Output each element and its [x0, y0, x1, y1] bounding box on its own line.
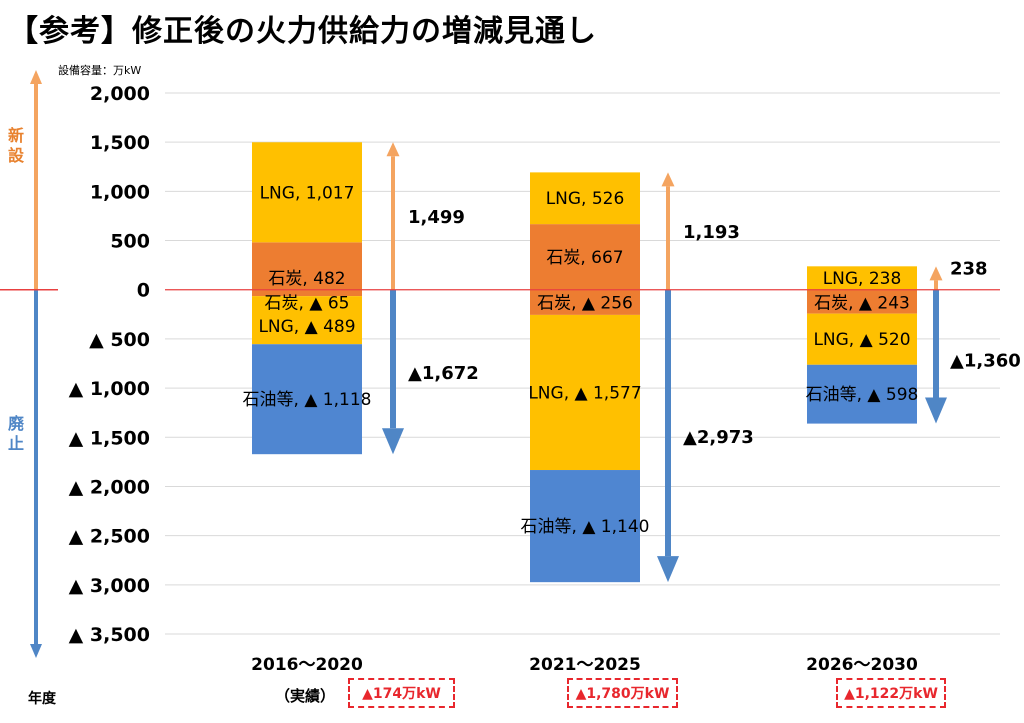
bar-segment-coal	[530, 224, 640, 290]
bar-segment-lng	[807, 313, 917, 365]
bar-segment-oil	[807, 364, 917, 424]
segment-label: LNG, 238	[823, 269, 902, 289]
new-axis-arrow-head	[30, 70, 42, 84]
category-label: 2026～2030	[806, 655, 918, 675]
retired-total-arrow-shaft	[390, 289, 396, 429]
new-total-label: 1,193	[683, 222, 740, 243]
retired-total-label: ▲1,360	[950, 351, 1021, 372]
bar-segment-oil	[530, 470, 640, 583]
y-tick-label: 1,500	[90, 132, 150, 154]
retire-axis-arrow-shaft	[34, 289, 38, 644]
retired-total-arrow-shaft	[665, 289, 671, 557]
new-total-arrow-shaft	[666, 186, 670, 290]
new-total-arrow-head	[661, 172, 675, 187]
retired-total-arrow-head	[657, 556, 679, 583]
bar-segment-lng	[807, 266, 917, 290]
net-change-badge: ▲1,780万kW	[567, 678, 678, 708]
new-total-label: 238	[950, 258, 988, 279]
year-axis-label: 年度	[28, 691, 56, 707]
y-tick-label: ▲ 1,000	[69, 378, 150, 400]
new-total-arrow-shaft	[391, 156, 395, 290]
category-sublabel: （実績）	[275, 687, 335, 705]
y-tick-label: ▲ 500	[89, 329, 150, 351]
net-change-badge: ▲174万kW	[348, 678, 455, 708]
segment-label: LNG, ▲ 520	[813, 330, 910, 350]
new-axis-arrow-shaft	[34, 84, 38, 290]
segment-label: 石炭, 667	[546, 248, 623, 268]
y-tick-label: ▲ 3,500	[69, 624, 150, 646]
retired-total-label: ▲2,973	[683, 427, 754, 448]
retired-total-arrow-head	[925, 397, 947, 424]
segment-label: 石炭, ▲ 256	[537, 294, 633, 314]
y-tick-label: ▲ 2,500	[69, 526, 150, 548]
new-build-label: 新設	[7, 126, 24, 165]
bar-segment-coal	[807, 289, 917, 314]
retire-axis-arrow-head	[30, 644, 42, 658]
new-total-arrow-head	[386, 142, 400, 157]
segment-label: LNG, 526	[546, 189, 625, 209]
y-tick-label: 500	[110, 231, 150, 253]
new-total-arrow-shaft	[934, 280, 938, 290]
y-tick-label: 2,000	[90, 83, 150, 105]
bar-segment-lng	[252, 296, 362, 345]
y-tick-label: ▲ 3,000	[69, 575, 150, 597]
new-total-label: 1,499	[408, 207, 465, 228]
segment-label: 石炭, 482	[268, 269, 345, 289]
segment-label: 石油等, ▲ 1,140	[521, 517, 650, 537]
bar-segment-lng	[530, 314, 640, 471]
y-tick-label: 0	[137, 280, 150, 302]
category-label: 2021～2025	[529, 655, 641, 675]
bar-segment-coal	[530, 289, 640, 315]
unit-label: 設備容量：万kW	[58, 64, 142, 77]
y-tick-label: ▲ 1,500	[69, 427, 150, 449]
segment-label: LNG, 1,017	[260, 183, 355, 203]
bar-segment-lng	[252, 142, 362, 243]
segment-label: 石油等, ▲ 1,118	[243, 390, 372, 410]
bar-segment-oil	[252, 344, 362, 455]
bar-segment-lng	[530, 172, 640, 225]
segment-label: 石炭, ▲ 65	[265, 294, 350, 314]
retirement-label: 廃止	[7, 414, 24, 453]
segment-label: LNG, ▲ 489	[258, 317, 355, 337]
segment-label: 石油等, ▲ 598	[806, 385, 919, 405]
retired-total-arrow-shaft	[933, 289, 939, 398]
bar-segment-coal	[252, 242, 362, 290]
segment-label: 石炭, ▲ 243	[814, 294, 910, 314]
page-title: 【参考】修正後の火力供給力の増減見通し	[8, 14, 597, 49]
new-total-arrow-head	[929, 266, 943, 281]
retired-total-label: ▲1,672	[408, 363, 479, 384]
y-tick-label: ▲ 2,000	[69, 476, 150, 498]
bar-segment-coal	[252, 289, 362, 297]
net-change-badge: ▲1,122万kW	[836, 678, 946, 708]
segment-label: LNG, ▲ 1,577	[528, 383, 641, 403]
category-label: 2016～2020	[251, 655, 363, 675]
y-tick-label: 1,000	[90, 181, 150, 203]
retired-total-arrow-head	[382, 428, 404, 455]
